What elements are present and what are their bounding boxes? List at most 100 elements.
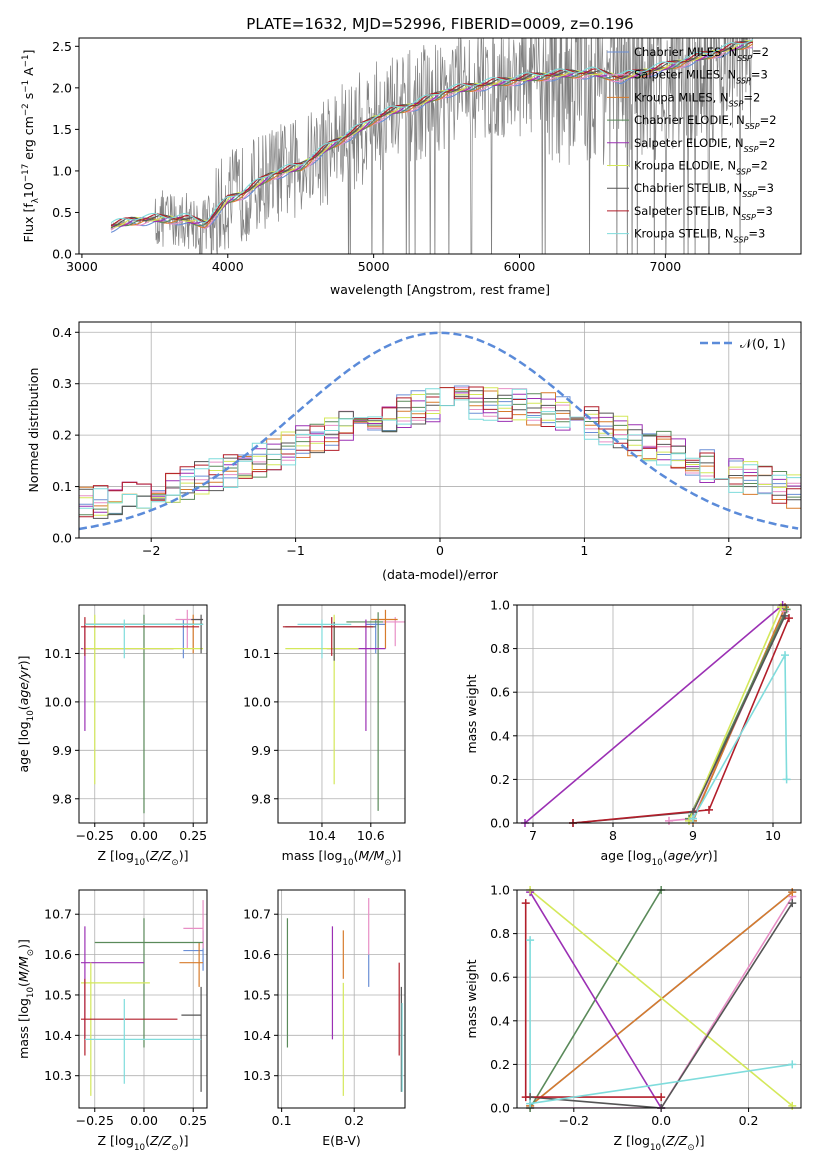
x-tick-label: 9 xyxy=(689,828,697,843)
model-line xyxy=(111,40,753,228)
x-tick-label: −2 xyxy=(142,543,160,558)
y-tick-label: 0.2 xyxy=(490,1057,510,1072)
y-tick-label: 1.0 xyxy=(52,163,72,178)
y-tick-label: 0.1 xyxy=(52,479,72,494)
y-tick-label: 10.0 xyxy=(243,694,271,709)
panel-weight_vs_age: 7 8 9 10 0.0 0.2 0.4 0.6 0.8 1.0 age [log10(age/yr… xyxy=(464,598,802,868)
plot-area xyxy=(524,605,790,823)
plot-area xyxy=(524,890,793,1108)
panel-mass_vs_Z: −0.25 0.00 0.25 10.3 10.4 10.5 10.6 10.7 Z [log1… xyxy=(16,889,208,1153)
weight-marker xyxy=(521,1093,530,1102)
y-tick-label: 10.0 xyxy=(44,694,72,709)
y-tick-label: 2.5 xyxy=(52,39,72,54)
plot-area xyxy=(286,898,403,1096)
x-axis-label: Z [log10(Z/Z⊙)] xyxy=(98,848,189,868)
axes-frame xyxy=(516,889,802,1109)
y-tick-label: 1.0 xyxy=(490,598,510,613)
y-axis-label: Normed distribution xyxy=(26,368,41,493)
x-tick-label: 10.4 xyxy=(308,828,336,843)
x-axis-label: (data-model)/error xyxy=(382,567,499,582)
y-tick-label: 0.0 xyxy=(52,531,72,546)
y-tick-label: 0.5 xyxy=(52,205,72,220)
x-axis-label: Z [log10(Z/Z⊙)] xyxy=(614,1133,705,1153)
y-tick-label: 10.4 xyxy=(44,1028,72,1043)
panel-residuals: −2 −1 0 1 2 0.0 0.1 0.2 0.3 0.4 𝒩(0, 1) (data-model… xyxy=(26,321,802,582)
axes-frame xyxy=(78,604,208,824)
y-tick-label: 10.6 xyxy=(243,947,271,962)
x-tick-label: 10.6 xyxy=(357,828,385,843)
x-tick-label: −1 xyxy=(286,543,304,558)
axes-frame xyxy=(277,889,406,1109)
y-tick-label: 0.4 xyxy=(490,728,510,743)
x-tick-label: 0 xyxy=(436,543,444,558)
axes-frame xyxy=(78,37,802,255)
x-tick-label: −0.25 xyxy=(76,828,114,843)
weight-marker xyxy=(788,899,797,908)
x-tick-label: 0.00 xyxy=(130,1113,158,1128)
weight-line xyxy=(688,606,782,822)
axes-frame xyxy=(516,604,802,824)
y-tick-label: 10.5 xyxy=(44,987,72,1002)
x-tick-label: 5000 xyxy=(358,259,390,274)
panel-age_vs_mass: 10.4 10.6 9.8 9.9 10.0 10.1 mass [log10(M/M⊙)] xyxy=(243,604,406,868)
x-tick-label: 0.1 xyxy=(272,1113,292,1128)
x-tick-label: 2 xyxy=(725,543,733,558)
y-tick-label: 9.9 xyxy=(251,743,271,758)
weight-marker xyxy=(526,936,535,945)
plot-area xyxy=(110,38,754,254)
axes-frame xyxy=(78,889,208,1109)
legend-label: Chabrier ELODIE, NSSP=2 xyxy=(634,113,777,131)
y-tick-label: 0.4 xyxy=(490,1013,510,1028)
y-tick-label: 0.4 xyxy=(52,325,72,340)
weight-line xyxy=(530,896,793,1108)
weight-marker xyxy=(782,775,791,784)
x-tick-label: 0.0 xyxy=(651,1113,671,1128)
y-tick-label: 10.7 xyxy=(243,907,271,922)
y-axis-label: mass [log10(M/M⊙)] xyxy=(16,939,36,1059)
y-axis-label: mass weight xyxy=(464,674,479,753)
x-tick-label: 0.2 xyxy=(739,1113,759,1128)
y-tick-label: 10.3 xyxy=(243,1068,271,1083)
legend-label: Kroupa MILES, NSSP=2 xyxy=(634,90,760,108)
weight-line xyxy=(692,652,788,819)
y-tick-label: 0.2 xyxy=(52,428,72,443)
x-axis-label: age [log10(age/yr)] xyxy=(600,848,717,868)
x-tick-label: −0.2 xyxy=(559,1113,589,1128)
x-tick-label: 8 xyxy=(609,828,617,843)
legend-label: Kroupa ELODIE, NSSP=2 xyxy=(634,159,768,177)
x-tick-label: 1 xyxy=(580,543,588,558)
weight-line xyxy=(529,891,662,1108)
weight-marker xyxy=(657,1093,666,1102)
legend-label: Salpeter ELODIE, NSSP=2 xyxy=(634,136,775,154)
x-tick-label: 10 xyxy=(765,828,781,843)
gaussian-curve xyxy=(79,331,799,531)
y-axis-label: age [log10(age/yr)] xyxy=(16,655,36,772)
x-axis-label: E(B-V) xyxy=(322,1133,361,1148)
y-tick-label: 0.0 xyxy=(52,247,72,262)
weight-line xyxy=(529,891,793,1107)
plot-area xyxy=(80,609,204,814)
weight-marker xyxy=(689,814,697,823)
x-tick-label: 0.00 xyxy=(130,828,158,843)
x-tick-label: 0.25 xyxy=(179,1113,207,1128)
weight-line xyxy=(668,611,786,822)
y-tick-label: 0.8 xyxy=(490,926,510,941)
y-axis-label: Flux [fλ10−17 erg cm−2 s−1 A−1] xyxy=(21,50,41,243)
legend-label: Kroupa STELIB, NSSP=3 xyxy=(634,227,765,245)
x-axis-label: Z [log10(Z/Z⊙)] xyxy=(98,1133,189,1153)
weight-marker xyxy=(788,1060,797,1069)
y-tick-label: 10.4 xyxy=(243,1028,271,1043)
y-tick-label: 0.6 xyxy=(490,970,510,985)
plot-area xyxy=(80,900,204,1096)
y-tick-label: 2.0 xyxy=(52,80,72,95)
y-tick-label: 10.5 xyxy=(243,987,271,1002)
panel-mass_vs_ebv: 0.1 0.2 10.3 10.4 10.5 10.6 10.7 E(B-V) xyxy=(243,889,406,1148)
y-tick-label: 10.1 xyxy=(44,646,72,661)
plot-area xyxy=(282,609,405,811)
y-tick-label: 0.0 xyxy=(490,1101,510,1116)
y-tick-label: 10.1 xyxy=(243,646,271,661)
weight-marker xyxy=(781,651,789,660)
panel-weight_vs_Z: −0.2 0.0 0.2 0.0 0.2 0.4 0.6 0.8 1.0 Z [log10(Z/Z… xyxy=(464,883,802,1153)
y-tick-label: 9.8 xyxy=(52,791,72,806)
